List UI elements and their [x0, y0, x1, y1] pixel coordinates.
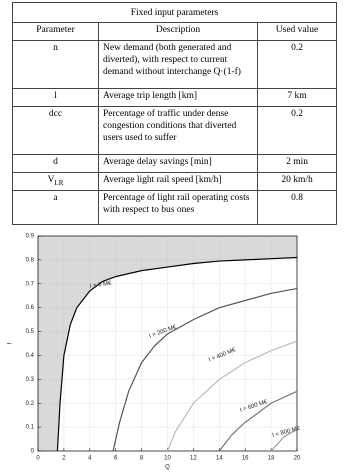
- parameter-cell: l: [12, 88, 99, 107]
- header-row: Parameter Description Used value: [12, 22, 338, 41]
- y-tick-label: 0.5: [26, 329, 35, 335]
- curve: [112, 287, 298, 452]
- description-cell: Percentage of light rail operating costs…: [98, 190, 258, 225]
- parameter-symbol: V: [47, 175, 55, 185]
- x-tick-label: 2: [62, 456, 66, 462]
- description-cell: Average trip length [km]: [98, 88, 258, 107]
- x-tick-label: 4: [88, 456, 92, 462]
- curve-label: I = 0 M€: [89, 281, 112, 290]
- parameter-cell: n: [12, 40, 99, 89]
- y-tick-label: 0: [31, 449, 35, 455]
- curve: [56, 256, 298, 452]
- header-cell: Description: [98, 22, 258, 41]
- y-tick-label: 0.6: [26, 305, 35, 311]
- curve: [218, 390, 298, 452]
- x-tick-label: 18: [268, 456, 275, 462]
- x-tick-label: 12: [190, 456, 197, 462]
- shaded-region: [38, 236, 297, 451]
- y-tick-label: 0.7: [26, 281, 35, 287]
- curve: [270, 428, 298, 452]
- description-cell: Average light rail speed [km/h]: [98, 172, 258, 191]
- parameter-subscript: LR: [54, 178, 64, 187]
- table-row: l Average trip length [km] 7 km: [12, 88, 338, 107]
- chart: 0 2 4 6 8 10 12 14 16 18 20 0 0.1 0.2 0.3 0.4 0.5 0.6 0.7 0…: [8, 234, 302, 471]
- curve: [166, 340, 298, 452]
- table-row: n New demand (both generated and diverted…: [12, 40, 338, 89]
- y-tick-label: 0.3: [26, 377, 35, 383]
- value-cell: 0.8: [256, 190, 338, 225]
- x-tick-label: 8: [140, 456, 144, 462]
- x-tick-label: 0: [36, 456, 40, 462]
- x-axis-label: Q: [165, 465, 170, 471]
- description-cell: Percentage of traffic under dense conges…: [98, 106, 258, 155]
- parameter-cell: VLR: [12, 172, 99, 191]
- title-row: Fixed input parameters: [11, 2, 338, 23]
- parameter-cell: d: [12, 154, 99, 173]
- description-cell: New demand (both generated and diverted)…: [98, 40, 258, 89]
- parameter-cell: a: [12, 190, 99, 225]
- x-tick-label: 16: [242, 456, 249, 462]
- y-tick-label: 0.8: [26, 257, 35, 263]
- header-cell: Used value: [256, 22, 338, 41]
- value-cell: 20 km/h: [256, 172, 338, 191]
- table-row: dcc Percentage of traffic under dense con…: [12, 106, 338, 155]
- header-cell: Parameter: [12, 22, 99, 41]
- value-cell: 7 km: [256, 88, 338, 107]
- x-tick-label: 14: [216, 456, 223, 462]
- value-cell: 0.2: [256, 106, 338, 155]
- table-title: Fixed input parameters: [11, 2, 338, 23]
- description-cell: Average delay savings [min]: [98, 154, 258, 173]
- parameter-table: Fixed input parameters Parameter Descripti…: [11, 2, 338, 225]
- y-tick-label: 0.2: [26, 401, 35, 407]
- x-tick-label: 6: [114, 456, 118, 462]
- table-row: d Average delay savings [min] 2 min: [12, 154, 338, 173]
- parameter-cell: dcc: [12, 106, 99, 155]
- value-cell: 2 min: [256, 154, 338, 173]
- y-tick-label: 0.4: [26, 353, 35, 359]
- y-tick-label: 0.1: [26, 425, 35, 431]
- y-axis-label: f: [8, 342, 14, 344]
- x-tick-label: 10: [164, 456, 171, 462]
- table-row: VLR Average light rail speed [km/h] 20 km/…: [12, 172, 338, 191]
- x-tick-label: 20: [294, 456, 301, 462]
- table-row: a Percentage of light rail operating cost…: [12, 190, 338, 225]
- value-cell: 0.2: [256, 40, 338, 89]
- y-tick-label: 0.9: [26, 234, 35, 240]
